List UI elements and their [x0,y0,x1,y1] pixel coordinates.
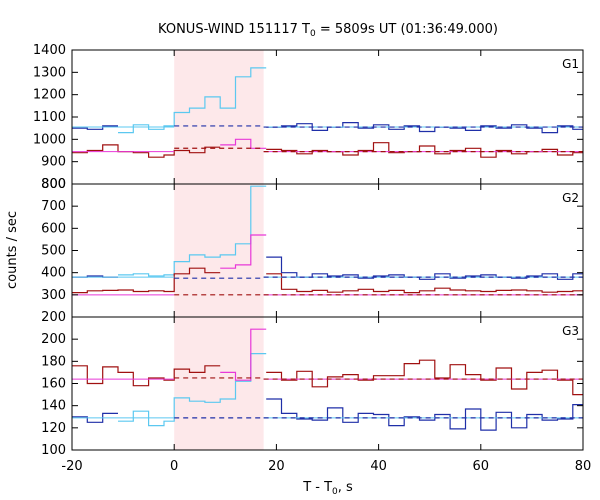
y-tick-label: 900 [41,155,66,170]
y-tick-label: 1100 [33,110,66,125]
plot-area: 80090010001100120013001400G1200300400500… [33,43,591,474]
fine-series-line-after [266,398,583,431]
y-tick-label: 120 [41,421,66,436]
panel-label: G2 [562,191,579,205]
y-tick-label: 1000 [33,132,66,147]
panel-g2: 200 300 400 500 600 700 800 G2 [41,177,584,325]
fine-series-highlight [118,353,267,427]
y-axis-label: counts / sec [5,211,20,289]
fine-series-highlight [118,185,267,277]
y-tick-label: 300 [41,288,66,303]
y-tick-label: 180 [41,354,66,369]
y-tick-label: 160 [41,377,66,392]
coarse-series-line [72,365,221,387]
panel-g3: 100 120 140 160 180 200 G3 [41,316,584,458]
coarse-series-highlight [220,328,267,381]
title-main: KONUS-WIND 151117 T [158,22,310,37]
chart-title: KONUS-WIND 151117 T0 = 5809s UT (01:36:4… [158,22,498,39]
y-tick-label: 140 [41,399,66,414]
y-tick-label: 800 [41,177,66,192]
y-tick-label: 800 [41,177,66,192]
y-tick-label: 200 [41,310,66,325]
x-tick-label: 60 [473,459,490,474]
panel-frame [71,183,584,318]
fine-series-line [72,412,118,423]
coarse-series-highlight [220,234,267,269]
coarse-series-line-after [266,359,583,396]
x-axis-label: T - T0, s [302,480,353,497]
panel-label: G3 [562,324,579,338]
y-tick-label: 1300 [33,65,66,80]
x-tick-label: 80 [575,459,592,474]
x-label-rest: , s [338,480,353,495]
title-rest: = 5809s UT (01:36:49.000) [316,22,498,37]
x-tick-label: 0 [170,459,178,474]
x-tick-label: 20 [268,459,285,474]
coarse-series-highlight [220,138,267,149]
y-tick-label: 1400 [33,43,66,58]
x-tick-label: -20 [61,459,82,474]
panel-label: G1 [562,57,579,71]
y-tick-label: 100 [41,443,66,458]
shaded-interval [174,50,264,184]
y-tick-label: 600 [41,221,66,236]
fine-series-line-after [266,256,583,280]
coarse-series-line [72,267,221,294]
panel-g1: 800 900 1000 1100 1200 1300 1400 G1 [33,43,584,192]
shaded-interval [174,317,264,450]
x-label-subscript: 0 [332,487,338,497]
coarse-series-line-after [266,142,583,158]
x-label-main: T - T [302,480,332,495]
y-tick-label: 400 [41,266,66,281]
coarse-series-line [72,144,221,158]
coarse-series-line-after [266,273,583,294]
y-tick-label: 200 [41,332,66,347]
panel-frame [71,49,584,185]
fine-series-line [72,125,118,130]
y-tick-label: 1200 [33,88,66,103]
fine-series-line-after [266,122,583,134]
y-tick-label: 500 [41,244,66,259]
y-tick-label: 700 [41,199,66,214]
fine-series-highlight [118,67,267,134]
title-subscript: 0 [310,29,316,39]
x-tick-label: 40 [370,459,387,474]
